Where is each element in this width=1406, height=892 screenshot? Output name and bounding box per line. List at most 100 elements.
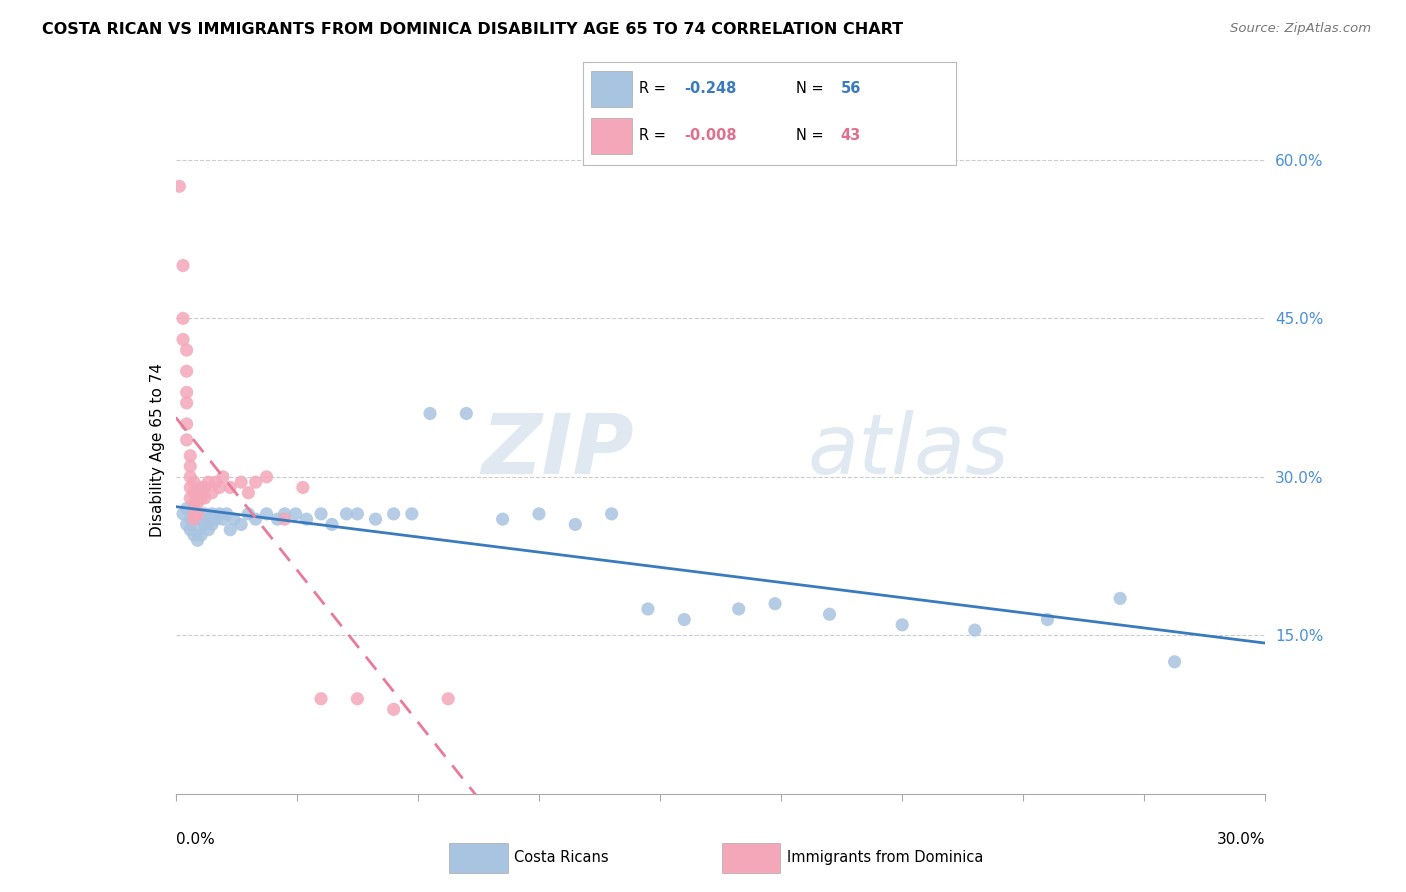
Point <box>183 512 205 526</box>
Point <box>179 459 201 474</box>
Point <box>169 179 191 194</box>
Point <box>176 396 198 410</box>
Point <box>190 512 212 526</box>
Point <box>401 507 423 521</box>
Point <box>179 523 201 537</box>
Point <box>492 512 515 526</box>
Text: 0.0%: 0.0% <box>176 831 215 847</box>
Point <box>219 480 242 494</box>
Point <box>176 364 198 378</box>
Point <box>172 259 194 273</box>
Point <box>194 491 217 505</box>
Point <box>222 512 245 526</box>
Point <box>208 507 231 521</box>
Point <box>419 407 441 421</box>
Point <box>673 613 696 627</box>
Point <box>238 507 260 521</box>
Point <box>346 691 368 706</box>
Point <box>309 691 332 706</box>
FancyBboxPatch shape <box>591 118 631 153</box>
Point <box>564 517 586 532</box>
Point <box>382 702 405 716</box>
Point <box>891 617 914 632</box>
Text: COSTA RICAN VS IMMIGRANTS FROM DOMINICA DISABILITY AGE 65 TO 74 CORRELATION CHAR: COSTA RICAN VS IMMIGRANTS FROM DOMINICA … <box>42 22 903 37</box>
Text: R =: R = <box>640 128 671 143</box>
Point <box>256 507 278 521</box>
Y-axis label: Disability Age 65 to 74: Disability Age 65 to 74 <box>149 363 165 538</box>
Point <box>172 311 194 326</box>
Point <box>245 512 267 526</box>
Point <box>186 507 209 521</box>
Point <box>456 407 478 421</box>
Point <box>176 385 198 400</box>
Point <box>245 475 267 490</box>
Point <box>183 475 205 490</box>
Text: Immigrants from Dominica: Immigrants from Dominica <box>786 850 983 864</box>
Point <box>212 512 235 526</box>
Text: 56: 56 <box>841 81 860 96</box>
Point <box>183 496 205 510</box>
Point <box>208 480 231 494</box>
Point <box>382 507 405 521</box>
Point <box>291 480 314 494</box>
Text: Costa Ricans: Costa Ricans <box>515 850 609 864</box>
Point <box>176 433 198 447</box>
Point <box>527 507 550 521</box>
Point <box>215 507 238 521</box>
Point <box>1036 613 1059 627</box>
Text: N =: N = <box>796 81 828 96</box>
Point <box>727 602 749 616</box>
Point <box>179 449 201 463</box>
Point <box>179 512 201 526</box>
Point <box>256 470 278 484</box>
Point <box>274 507 297 521</box>
Point <box>186 523 209 537</box>
Point <box>201 485 224 500</box>
Point <box>212 470 235 484</box>
Point <box>186 533 209 548</box>
Point <box>238 485 260 500</box>
Point <box>266 512 288 526</box>
Point <box>219 523 242 537</box>
Text: ZIP: ZIP <box>481 410 633 491</box>
Point <box>346 507 368 521</box>
Point <box>231 475 253 490</box>
Point <box>437 691 460 706</box>
Point <box>183 512 205 526</box>
Point <box>186 507 209 521</box>
Point <box>183 501 205 516</box>
Text: R =: R = <box>640 81 671 96</box>
Point <box>179 480 201 494</box>
Point <box>201 507 224 521</box>
Point <box>176 517 198 532</box>
Point <box>204 512 226 526</box>
Text: Source: ZipAtlas.com: Source: ZipAtlas.com <box>1230 22 1371 36</box>
Text: -0.248: -0.248 <box>685 81 737 96</box>
Point <box>186 496 209 510</box>
Point <box>231 517 253 532</box>
Text: 43: 43 <box>841 128 860 143</box>
Point <box>1109 591 1132 606</box>
Point <box>197 523 219 537</box>
Point <box>274 512 297 526</box>
Point <box>186 485 209 500</box>
Point <box>176 417 198 431</box>
Point <box>637 602 659 616</box>
Text: N =: N = <box>796 128 828 143</box>
Point <box>190 491 212 505</box>
Point <box>194 480 217 494</box>
Point <box>600 507 623 521</box>
Point <box>183 528 205 542</box>
FancyBboxPatch shape <box>450 843 508 873</box>
Point <box>197 475 219 490</box>
Point <box>179 470 201 484</box>
Point <box>172 333 194 347</box>
Point <box>309 507 332 521</box>
Point <box>321 517 343 532</box>
Point <box>179 491 201 505</box>
Point <box>172 507 194 521</box>
Point <box>194 517 217 532</box>
Text: atlas: atlas <box>807 410 1010 491</box>
Point <box>183 507 205 521</box>
Point <box>1163 655 1185 669</box>
